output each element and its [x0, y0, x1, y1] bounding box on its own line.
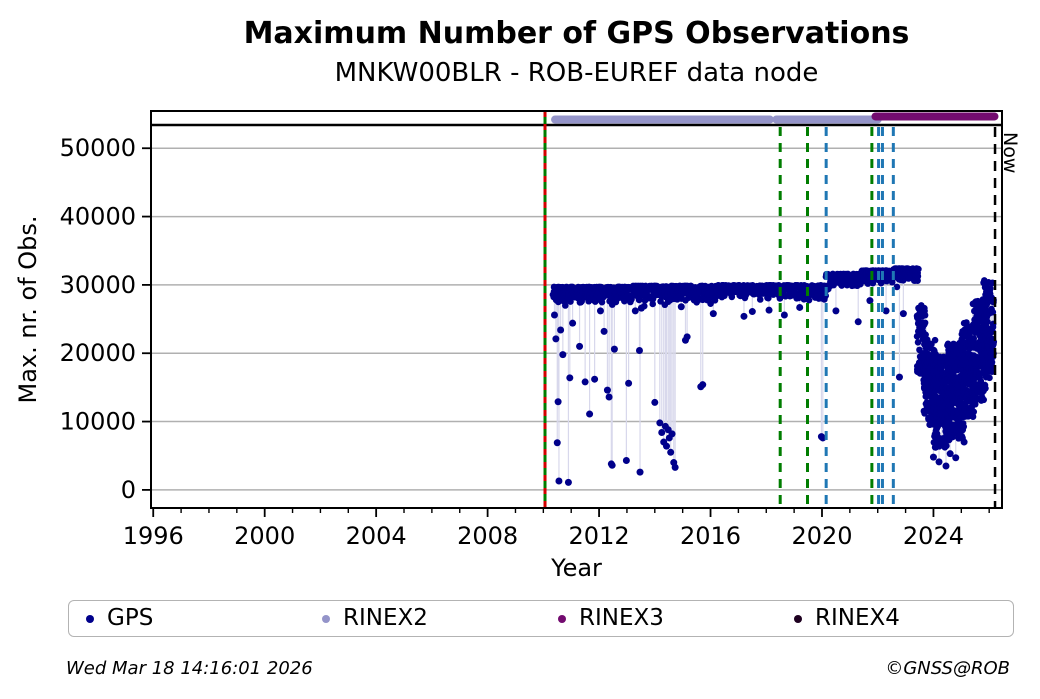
gps-points	[549, 265, 998, 486]
y-tick-label: 50000	[60, 134, 136, 162]
x-tick-label: 2012	[569, 522, 630, 550]
x-tick-label: 2004	[346, 522, 407, 550]
plot-frame	[150, 110, 1003, 509]
x-tick-label: 2008	[457, 522, 518, 550]
legend-item-rinex4: RINEX4	[777, 607, 1013, 630]
y-tick-labels: 0 10000 20000 30000 40000 50000	[60, 134, 136, 504]
legend: GPS RINEX2 RINEX3 RINEX4	[68, 600, 1014, 637]
y-tick-label: 30000	[60, 271, 136, 299]
x-tick-label: 1996	[123, 522, 184, 550]
axis-labels: Year Max. nr. of Obs.	[14, 215, 602, 582]
x-tick-label: 2024	[903, 522, 964, 550]
legend-label: RINEX3	[579, 605, 664, 631]
legend-label: RINEX4	[815, 605, 900, 631]
y-tick-label: 20000	[60, 339, 136, 367]
x-tick-labels: 1996 2000 2004 2008 2012 2016 2020 2024	[123, 522, 964, 550]
gps-marker-icon	[86, 614, 94, 623]
legend-label: GPS	[107, 605, 154, 631]
legend-label: RINEX2	[343, 605, 428, 631]
x-tick-label: 2000	[234, 522, 295, 550]
x-tick-label: 2016	[680, 522, 741, 550]
chart-subtitle: MNKW00BLR - ROB-EUREF data node	[334, 58, 819, 88]
y-axis-ticks	[142, 147, 151, 491]
chart-title: Maximum Number of GPS Observations	[243, 16, 910, 51]
x-axis-ticks	[152, 508, 990, 517]
footer-credit: ©GNSS@ROB	[885, 658, 1010, 679]
y-tick-label: 0	[121, 476, 136, 504]
y-gridlines	[151, 147, 1002, 491]
x-axis-label: Year	[550, 554, 602, 582]
legend-item-rinex2: RINEX2	[305, 607, 541, 630]
y-axis-label: Max. nr. of Obs.	[14, 215, 42, 403]
x-tick-label: 2020	[791, 522, 852, 550]
event-lines	[543, 111, 895, 508]
legend-item-gps: GPS	[69, 607, 305, 630]
rinex3-marker-icon	[558, 614, 566, 623]
y-tick-label: 40000	[60, 203, 136, 231]
y-tick-label: 10000	[60, 408, 136, 436]
rinex4-marker-icon	[794, 614, 802, 623]
legend-item-rinex3: RINEX3	[541, 607, 777, 630]
rinex2-marker-icon	[322, 614, 330, 623]
now-line: Now	[993, 127, 1021, 508]
footer-timestamp: Wed Mar 18 14:16:01 2026	[66, 658, 313, 679]
now-label: Now	[999, 132, 1021, 173]
